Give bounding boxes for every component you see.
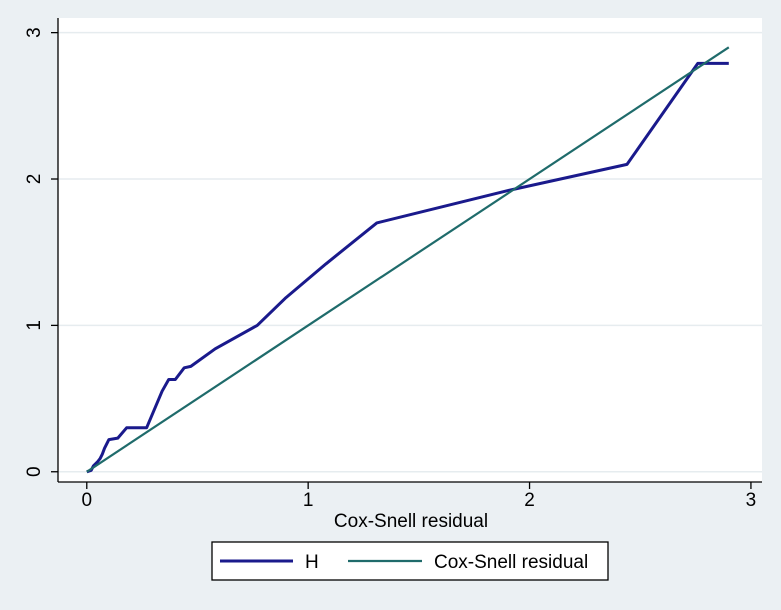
x-tick-label-3: 3 bbox=[746, 490, 757, 511]
legend-label-1: Cox-Snell residual bbox=[434, 552, 588, 573]
series-line-1 bbox=[86, 46, 730, 473]
series-layer bbox=[86, 46, 730, 474]
grid-lines bbox=[58, 31, 762, 473]
y-tick-label-3: 3 bbox=[24, 27, 45, 38]
series-line-0 bbox=[86, 61, 729, 474]
x-axis-label: Cox-Snell residual bbox=[334, 511, 488, 532]
y-tick-label-2: 2 bbox=[24, 174, 45, 185]
x-tick-label-0: 0 bbox=[81, 490, 92, 511]
y-tick-label-1: 1 bbox=[24, 320, 45, 331]
legend-label-0: H bbox=[305, 552, 319, 573]
x-tick-label-1: 1 bbox=[303, 490, 314, 511]
legend: H Cox-Snell residual bbox=[211, 541, 609, 581]
y-tick-label-0: 0 bbox=[24, 466, 45, 477]
x-tick-label-2: 2 bbox=[524, 490, 535, 511]
axes: 0 1 2 3 0 1 2 3 bbox=[24, 18, 762, 511]
plot-area bbox=[58, 18, 762, 482]
